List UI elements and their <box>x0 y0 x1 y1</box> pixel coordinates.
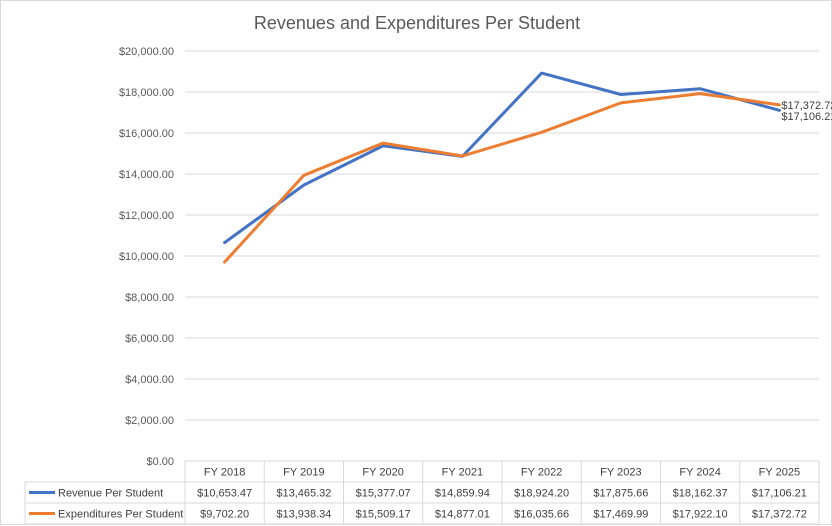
end-data-label: $17,106.21 <box>781 111 832 123</box>
x-category-label: FY 2022 <box>521 467 562 479</box>
table-cell-value: $18,162.37 <box>673 488 728 500</box>
y-tick-label: $4,000.00 <box>125 374 174 386</box>
legend-label: Revenue Per Student <box>58 488 163 500</box>
y-tick-label: $6,000.00 <box>125 333 174 345</box>
x-category-label: FY 2025 <box>759 467 800 479</box>
y-tick-label: $2,000.00 <box>125 415 174 427</box>
series-lines <box>225 73 780 262</box>
x-category-label: FY 2019 <box>283 467 324 479</box>
y-tick-label: $0.00 <box>146 456 174 468</box>
series-end-labels: $17,106.21$17,372.72 <box>781 100 832 123</box>
y-tick-label: $12,000.00 <box>119 210 174 222</box>
x-category-label: FY 2024 <box>679 467 720 479</box>
table-cell-value: $17,372.72 <box>752 509 807 521</box>
y-tick-label: $14,000.00 <box>119 169 174 181</box>
table-cell-value: $15,377.07 <box>356 488 411 500</box>
table-cell-value: $17,922.10 <box>673 509 728 521</box>
table-cell-value: $17,875.66 <box>593 488 648 500</box>
y-tick-label: $18,000.00 <box>119 87 174 99</box>
y-tick-label: $20,000.00 <box>119 46 174 58</box>
x-category-label: FY 2023 <box>600 467 641 479</box>
table-cell-value: $17,106.21 <box>752 488 807 500</box>
table-cell-value: $9,702.20 <box>200 509 249 521</box>
x-category-label: FY 2018 <box>204 467 245 479</box>
table-cell-value: $14,877.01 <box>435 509 490 521</box>
table-cell-value: $16,035.66 <box>514 509 569 521</box>
x-category-label: FY 2021 <box>442 467 483 479</box>
table-cell-value: $13,465.32 <box>276 488 331 500</box>
y-axis-tick-labels: $0.00 $2,000.00 $4,000.00 $6,000.00 $8,000.0… <box>119 46 174 468</box>
series-line-expenditures <box>225 94 780 263</box>
table-cell-value: $13,938.34 <box>276 509 331 521</box>
gridlines <box>185 51 819 420</box>
table-cell-value: $14,859.94 <box>435 488 490 500</box>
x-category-label: FY 2020 <box>362 467 403 479</box>
table-cell-value: $15,509.17 <box>356 509 411 521</box>
data-table: FY 2018 FY 2019 FY 2020 FY 2021 FY 2022 FY 20… <box>25 461 819 524</box>
chart-title: Revenues and Expenditures Per Student <box>254 13 580 33</box>
table-cell-value: $18,924.20 <box>514 488 569 500</box>
series-line-revenue <box>225 73 780 243</box>
end-data-label: $17,372.72 <box>781 100 832 112</box>
y-tick-label: $16,000.00 <box>119 128 174 140</box>
legend-label: Expenditures Per Student <box>58 509 183 521</box>
table-cell-value: $10,653.47 <box>197 488 252 500</box>
y-tick-label: $10,000.00 <box>119 251 174 263</box>
y-tick-label: $8,000.00 <box>125 292 174 304</box>
table-cell-value: $17,469.99 <box>593 509 648 521</box>
